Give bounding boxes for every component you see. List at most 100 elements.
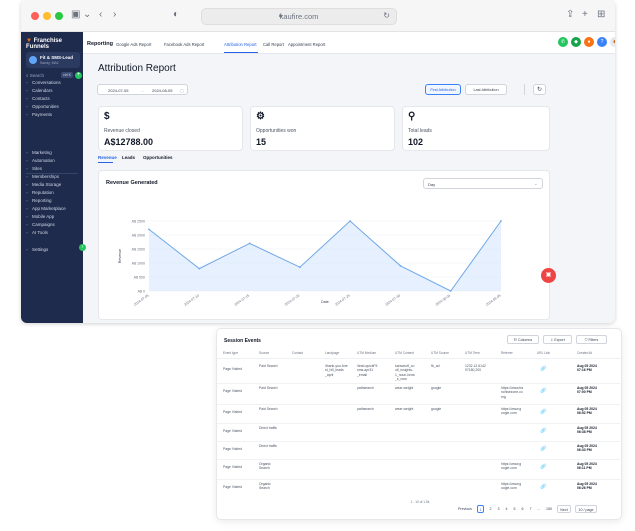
minimize-window-button[interactable]: [43, 12, 51, 20]
page-size-select[interactable]: 10 / page: [575, 505, 597, 513]
column-header[interactable]: Landpage: [325, 351, 340, 355]
link-icon[interactable]: 🔗︎: [540, 366, 547, 372]
chat-widget-button[interactable]: ▣: [541, 268, 556, 283]
row-divider: [217, 423, 623, 424]
sidebar-search[interactable]: ⌕ Search ctrl K +: [26, 72, 82, 80]
tab-appointment-report[interactable]: Appointment Report: [288, 42, 326, 47]
opportunities-card: ⚙ Opportunities won 15: [250, 106, 395, 151]
link-icon[interactable]: 🔗︎: [540, 409, 547, 415]
first-attribution-button[interactable]: First Attribution: [425, 84, 461, 95]
link-icon[interactable]: 🔗︎: [540, 464, 547, 470]
filters-button[interactable]: ⛉ Filters: [576, 335, 607, 344]
sidebar-item-sites[interactable]: ◦ Sites: [26, 166, 81, 174]
date-range-picker[interactable]: 2024-07-05 → 2024-08-05 ▢: [97, 84, 188, 95]
link-icon[interactable]: 🔗︎: [540, 484, 547, 490]
cell-referrer[interactable]: https://www.g oogle.com: [501, 407, 522, 416]
cell-referrer[interactable]: https://www.fra nchisezone.co mg: [501, 386, 524, 399]
column-header[interactable]: UTM Medium: [357, 351, 377, 355]
maximize-window-button[interactable]: [55, 12, 63, 20]
megaphone-icon[interactable]: ◆: [571, 37, 581, 47]
sidebar-item-payments[interactable]: ◦ Payments: [26, 112, 81, 120]
link-icon[interactable]: 🔗︎: [540, 388, 547, 394]
account-switcher[interactable]: Fit & SMS-Lead Sandy, MA1: [26, 52, 80, 68]
refresh-button[interactable]: ↻: [533, 84, 546, 95]
page-number-button[interactable]: 1: [477, 505, 484, 513]
sidebar-item-settings[interactable]: ◦ Settings: [26, 247, 81, 255]
quick-add-button[interactable]: +: [75, 72, 82, 79]
page-number-button[interactable]: 3: [497, 507, 500, 511]
column-header[interactable]: UTM Content: [395, 351, 414, 355]
tab-revenue[interactable]: Revenue: [98, 155, 117, 160]
sidebar-item-calendars[interactable]: ◦ Calendars: [26, 88, 81, 96]
tab-overview-icon[interactable]: ⊞: [597, 9, 606, 20]
trophy-icon: ⚙: [256, 111, 265, 122]
column-header[interactable]: URL Link: [537, 351, 550, 355]
new-tab-icon[interactable]: +: [582, 9, 588, 20]
page-number-button[interactable]: 4: [505, 507, 508, 511]
page-number-button[interactable]: 150: [546, 507, 552, 511]
data-point: [500, 220, 502, 222]
column-header[interactable]: UTM Source: [431, 351, 449, 355]
address-bar[interactable]: 🔒︎ kaufire.com ↻: [201, 8, 397, 25]
avatar[interactable]: ☻: [610, 37, 615, 47]
page-number-button[interactable]: 7: [529, 507, 532, 511]
page-number-button[interactable]: ...: [537, 507, 540, 511]
share-icon[interactable]: ⇪: [566, 9, 575, 20]
notification-icon[interactable]: ●: [584, 37, 594, 47]
previous-page-button[interactable]: Previous: [458, 507, 472, 511]
data-point: [399, 264, 402, 267]
page-number-button[interactable]: 6: [521, 507, 524, 511]
active-subtab-indicator: [98, 162, 113, 163]
column-header[interactable]: Created At: [577, 351, 593, 355]
sidebar-item-reporting[interactable]: ◦ Reporting: [26, 198, 81, 206]
link-icon[interactable]: 🔗︎: [540, 446, 547, 452]
phone-icon[interactable]: ✆: [558, 37, 568, 47]
cell-referrer[interactable]: https://www.g oogle.com: [501, 462, 522, 471]
sidebar-item-opportunities[interactable]: ◦ Opportunities: [26, 104, 81, 112]
column-header[interactable]: UTM Term: [465, 351, 480, 355]
column-header[interactable]: Source: [259, 351, 270, 355]
collapse-sidebar-button[interactable]: ›: [79, 244, 86, 251]
revenue-chart: A$ 0 A$ 500 A$ 1000 A$ 1500 A$ 2000 A$ 2500 20…: [118, 219, 502, 307]
help-icon[interactable]: ?: [597, 37, 607, 47]
page-number-button[interactable]: 5: [513, 507, 516, 511]
tab-facebook-ads-report[interactable]: Facebook Ads Report: [164, 42, 205, 47]
sidebar-item-contacts[interactable]: ◦ Contacts: [26, 96, 81, 104]
tab-attribution-report[interactable]: Attribution Report: [224, 42, 257, 47]
sidebar-item-ai-tools[interactable]: ◦ AI Tools: [26, 230, 81, 238]
sidebar-item-reputation[interactable]: ◦ Reputation: [26, 190, 81, 198]
tab-opportunities[interactable]: Opportunities: [143, 155, 173, 160]
sidebar-item-mobile-app[interactable]: ◦ Mobile App: [26, 214, 81, 222]
sidebar-item-app-marketplace[interactable]: ◦ App Marketplace: [26, 206, 81, 214]
close-window-button[interactable]: [31, 12, 39, 20]
cell-created: Aug 05 2024 06:33 PM: [577, 444, 597, 453]
sidebar-item-conversations[interactable]: ◦ Conversations: [26, 80, 81, 88]
sidebar-item-campaigns[interactable]: ◦ Campaigns: [26, 222, 81, 230]
sidebar-item-automation[interactable]: ◦ Automation: [26, 158, 81, 166]
forward-icon[interactable]: ›: [113, 9, 117, 20]
chevron-down-icon[interactable]: ⌄: [83, 9, 92, 20]
tab-call-report[interactable]: Call Report: [263, 42, 284, 47]
sidebar-item-marketing[interactable]: ◦ Marketing: [26, 150, 81, 158]
column-header[interactable]: Referrer: [501, 351, 513, 355]
last-attribution-button[interactable]: Last Attribution: [465, 84, 507, 95]
reload-icon[interactable]: ↻: [383, 11, 390, 20]
sidebar-item-label: Sites: [32, 166, 43, 171]
tab-leads[interactable]: Leads: [122, 155, 136, 160]
column-header[interactable]: Contact: [292, 351, 303, 355]
sidebar-item-media-storage[interactable]: ◦ Media Storage: [26, 182, 81, 190]
sidebar-item-memberships[interactable]: ◦ Memberships: [26, 174, 81, 182]
tab-google-ads-report[interactable]: Google Ads Report: [116, 42, 152, 47]
chart-period-select[interactable]: Day ⌄: [423, 178, 543, 189]
export-button[interactable]: ⇩ Export: [543, 335, 572, 344]
back-icon[interactable]: ‹: [99, 9, 103, 20]
sidebar-toggle-icon[interactable]: ▣: [71, 9, 81, 20]
cell-utm-content: wear-weight: [395, 407, 414, 411]
next-page-button[interactable]: Next: [557, 505, 571, 513]
page-number-button[interactable]: 2: [489, 507, 492, 511]
cell-referrer[interactable]: https://www.g oogle.com: [501, 482, 522, 491]
column-header[interactable]: Event type: [223, 351, 239, 355]
columns-button[interactable]: ☷ Columns: [507, 335, 539, 344]
privacy-icon[interactable]: ◐: [173, 9, 180, 20]
link-icon[interactable]: 🔗︎: [540, 428, 547, 434]
